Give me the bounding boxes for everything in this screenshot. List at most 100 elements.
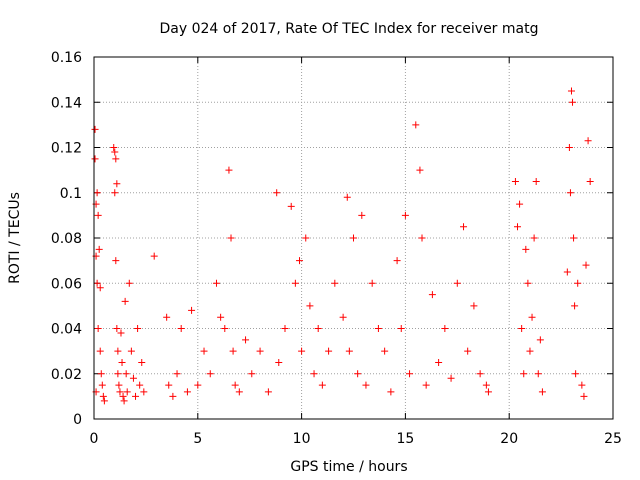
data-point [127,347,135,355]
data-point [570,234,578,242]
data-point [93,189,101,197]
data-point [318,381,326,389]
data-point [117,329,125,337]
data-point [99,392,107,400]
data-point [345,347,353,355]
data-point [580,392,588,400]
y-tick-label: 0.08 [51,231,82,247]
data-point [302,234,310,242]
data-point [235,388,243,396]
data-point [113,180,121,188]
data-point [118,358,126,366]
data-point [518,325,526,332]
data-point [582,261,590,269]
data-point [567,87,575,95]
y-axis-label: ROTI / TECUs [7,192,23,284]
data-point [584,137,592,145]
data-point [112,155,120,163]
data-point [401,211,409,219]
data-point [574,279,582,287]
data-point [183,388,191,396]
data-point [256,347,264,355]
data-point [563,268,571,276]
data-point [194,381,202,389]
data-point [476,370,484,378]
data-point [287,202,295,210]
data-point [331,279,339,287]
data-point [296,257,304,265]
data-point [132,392,140,400]
data-point [134,325,142,332]
data-point [381,347,389,355]
data-point [200,347,208,355]
data-point [111,148,119,156]
data-point [526,347,534,355]
x-tick-label: 0 [90,431,99,447]
data-point [123,388,131,396]
data-point [114,370,122,378]
data-point [358,211,366,219]
data-point [94,211,102,219]
data-point [248,370,256,378]
data-point [94,325,102,332]
data-point [514,223,522,231]
data-point [113,325,121,332]
data-point [150,252,158,260]
data-point [310,370,318,378]
data-point [532,177,540,185]
data-point [221,325,229,332]
x-tick-label: 10 [293,431,311,447]
data-point [566,189,574,197]
data-point [412,121,420,129]
data-point [110,144,118,151]
data-point [95,245,103,253]
data-point [188,306,196,314]
data-point [97,370,105,378]
data-point [136,381,144,389]
data-point [125,279,133,287]
data-point [112,257,120,265]
data-point [578,381,586,389]
data-point [173,370,181,378]
y-tick-label: 0.1 [60,186,82,202]
x-tick-label: 20 [500,431,518,447]
data-point [530,234,538,242]
data-point [534,370,542,378]
data-point [206,370,214,378]
data-point [242,336,250,344]
data-point [212,279,220,287]
data-point [100,397,108,405]
x-tick-label: 25 [604,431,622,447]
data-point [306,302,314,310]
data-point [91,125,99,133]
data-point [225,166,233,174]
data-point [96,347,104,355]
x-tick-label: 15 [396,431,414,447]
data-point [114,347,122,355]
data-point [264,388,272,396]
data-point [275,358,283,366]
data-point [397,325,405,332]
y-tick-label: 0.06 [51,276,82,292]
y-tick-label: 0.02 [51,367,82,383]
data-point [572,370,580,378]
x-tick-label: 5 [193,431,202,447]
data-point [393,257,401,265]
data-point [120,397,128,405]
data-points [91,87,594,405]
data-point [98,381,106,389]
data-point [565,144,573,151]
data-point [528,313,536,321]
data-point [524,279,532,287]
data-point [418,234,426,242]
data-point [416,166,424,174]
data-point [428,291,436,299]
data-point [520,370,528,378]
data-point [435,358,443,366]
data-point [368,279,376,287]
data-point [291,279,299,287]
data-point [511,177,519,185]
data-point [387,388,395,396]
data-point [441,325,449,332]
